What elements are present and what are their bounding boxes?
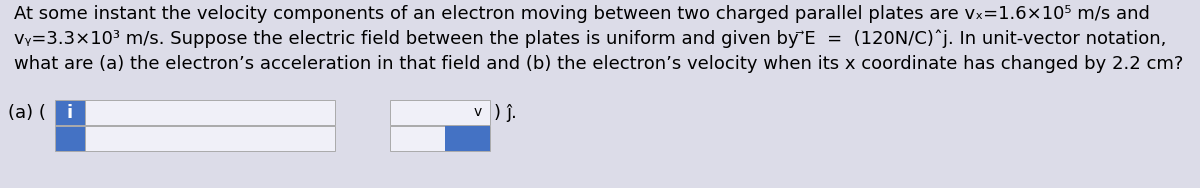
Bar — [390, 100, 490, 125]
Bar — [420, 127, 490, 135]
Bar — [55, 100, 85, 125]
Text: At some instant the velocity components of an electron moving between two charge: At some instant the velocity components … — [14, 5, 1150, 23]
Text: (a) (: (a) ( — [8, 104, 46, 121]
Text: ): ) — [494, 104, 502, 121]
Text: what are (a) the electron’s acceleration in that field and (b) the electron’s ve: what are (a) the electron’s acceleration… — [14, 55, 1183, 73]
Bar — [85, 126, 335, 151]
Bar — [55, 126, 85, 151]
Text: i: i — [67, 104, 73, 121]
Bar — [445, 126, 490, 151]
Bar — [55, 127, 335, 135]
Text: vᵧ=3.3×10³ m/s. Suppose the electric field between the plates is uniform and giv: vᵧ=3.3×10³ m/s. Suppose the electric fie… — [14, 30, 1166, 49]
Bar — [85, 100, 335, 125]
Text: v: v — [474, 105, 482, 120]
Bar — [390, 126, 490, 151]
Text: ĵ.: ĵ. — [506, 104, 517, 121]
